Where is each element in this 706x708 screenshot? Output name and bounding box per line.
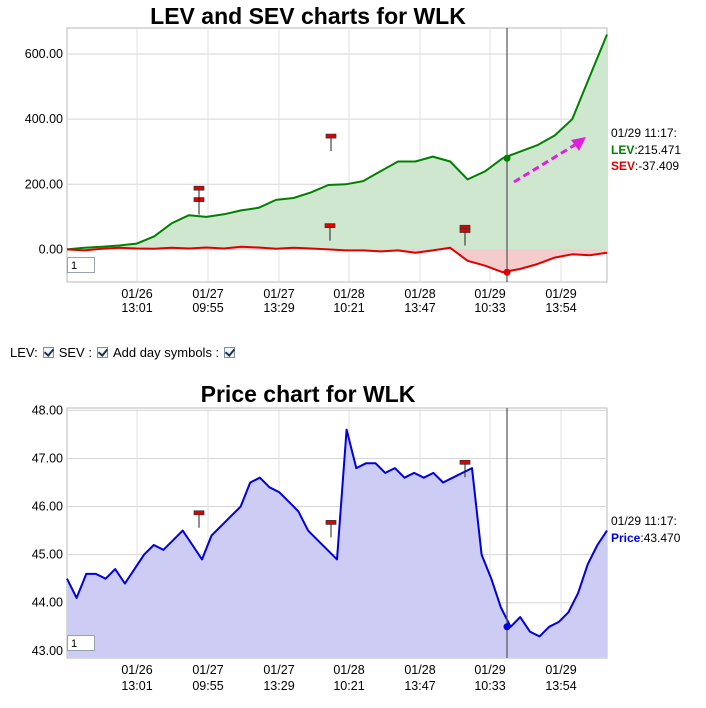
x-tick-time: 09:55 [192,301,223,315]
cursor-readout-price: Price:43.470 [611,531,681,545]
x-tick-date: 01/27 [263,663,294,677]
lev-toggle-label: LEV: [10,344,38,360]
sev-toggle-label: SEV : [58,344,92,360]
day-symbols-checkbox[interactable] [224,346,236,358]
series-area-lev [67,34,607,250]
lev-checkbox[interactable] [42,346,54,358]
day-symbol-flag [325,520,337,525]
x-tick-date: 01/27 [192,287,223,301]
y-tick-label: 48.00 [32,403,63,417]
day-symbols-label: Add day symbols : [112,344,220,360]
chart-title: LEV and SEV charts for WLK [150,3,466,29]
series-line-price [66,428,608,638]
cursor-readout-sev: SEV:-37.409 [611,159,679,173]
series-line-lev [66,34,608,251]
day-symbol-flag [324,223,336,228]
bottom-count-input[interactable]: 1 [67,635,95,651]
x-tick-time: 13:47 [404,301,435,315]
cursor-dot-price [503,623,511,631]
trend-arrow [513,141,579,184]
x-tick-time: 10:21 [333,301,364,315]
series-area-sev [67,246,607,273]
top-count-input[interactable]: 1 [67,257,95,273]
cursor-readout-time: 01/29 11:17: [611,126,677,140]
x-tick-date: 01/29 [474,663,505,677]
x-tick-time: 13:01 [121,679,152,693]
chart-title: Price chart for WLK [201,381,416,407]
lev-sev-chart: LEV and SEV charts for WLK 600.00 400.00 2… [25,3,682,315]
y-tick-label: 45.00 [32,548,63,562]
x-tick-date: 01/27 [263,287,294,301]
day-symbol-flag [459,459,471,465]
y-tick-label: 46.00 [32,500,63,514]
x-tick-date: 01/28 [333,287,364,301]
day-symbol-flag [459,228,471,233]
day-symbol-flag [193,185,205,191]
series-toggles: LEV: SEV : Add day symbols : [10,343,237,361]
x-tick-date: 01/29 [474,287,505,301]
y-tick-label: 200.00 [25,177,63,191]
series-line-sev [66,245,608,274]
x-tick-date: 01/29 [545,663,576,677]
day-symbol-flag [325,133,337,139]
day-symbol-flag [193,510,205,516]
x-tick-time: 13:29 [263,301,294,315]
x-tick-time: 10:33 [474,679,505,693]
x-tick-date: 01/28 [404,663,435,677]
y-tick-label: 400.00 [25,112,63,126]
x-tick-time: 13:47 [404,679,435,693]
x-tick-time: 09:55 [192,679,223,693]
y-tick-label: 600.00 [25,47,63,61]
price-chart: Price chart for WLK 48.00 47.00 46.00 45.00… [32,381,681,693]
x-tick-date: 01/27 [192,663,223,677]
y-tick-label: 0.00 [39,242,63,256]
x-tick-date: 01/28 [404,287,435,301]
x-tick-time: 13:54 [545,679,576,693]
x-tick-time: 13:54 [545,301,576,315]
cursor-dot-lev [503,154,511,162]
x-tick-time: 13:29 [263,679,294,693]
x-tick-date: 01/29 [545,287,576,301]
series-area-price [67,429,607,658]
trend-arrow-head [571,137,586,151]
x-tick-date: 01/26 [121,663,152,677]
y-tick-label: 44.00 [32,596,63,610]
y-tick-label: 47.00 [32,451,63,465]
x-tick-date: 01/26 [121,287,152,301]
y-tick-label: 43.00 [32,644,63,658]
sev-checkbox[interactable] [96,346,108,358]
cursor-dot-sev [503,268,511,276]
x-tick-date: 01/28 [333,663,364,677]
cursor-readout-lev: LEV:215.471 [611,143,681,157]
x-tick-time: 10:33 [474,301,505,315]
x-tick-time: 10:21 [333,679,364,693]
cursor-readout-time: 01/29 11:17: [611,514,677,528]
x-tick-time: 13:01 [121,301,152,315]
